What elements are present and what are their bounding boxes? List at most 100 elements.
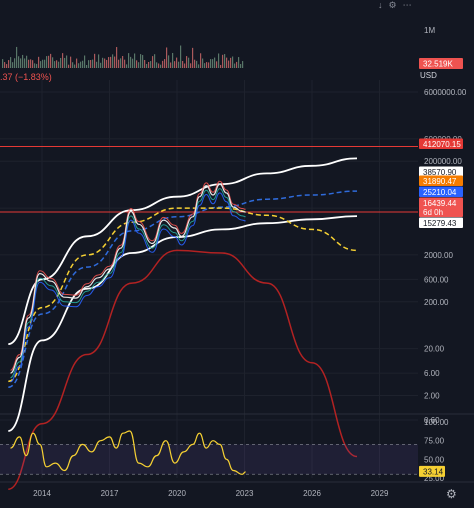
volume-bar: [116, 47, 118, 68]
x-tick-label: 2017: [101, 489, 119, 498]
volume-bar: [178, 61, 180, 68]
price-tag-bg: [419, 206, 463, 217]
lower-channel-curve: [7, 215, 358, 432]
volume-bar: [198, 64, 200, 68]
price-tag-bg: [419, 217, 463, 228]
volume-bar: [92, 59, 94, 68]
volume-bar: [2, 59, 4, 68]
volume-bar: [144, 59, 146, 68]
volume-bar: [180, 45, 182, 68]
rsi-last-label: 33.14: [423, 467, 444, 476]
ma-ribbon-green: [10, 188, 246, 379]
volume-bar: [54, 61, 56, 68]
gear-icon[interactable]: ⚙: [388, 0, 403, 10]
volume-bar: [112, 54, 114, 68]
price-tag-bg: [419, 197, 463, 208]
volume-bar: [6, 64, 8, 68]
price-tag-label: 15279.43: [423, 219, 457, 228]
volume-bar: [140, 54, 142, 68]
volume-bar: [24, 58, 26, 68]
volume-bar: [200, 53, 202, 68]
volume-bar: [70, 56, 72, 68]
volume-bar: [96, 61, 98, 68]
volume-bar: [62, 53, 64, 68]
volume-bar: [216, 61, 218, 68]
volume-bar: [12, 62, 14, 68]
volume-bar: [38, 56, 40, 68]
rsi-last-bg: [419, 465, 445, 477]
volume-bar: [50, 53, 52, 68]
volume-bar: [242, 61, 244, 68]
volume-bar: [156, 62, 158, 68]
volume-bar: [226, 57, 228, 68]
x-tick-label: 2020: [168, 489, 186, 498]
price-tag-bg: [419, 186, 463, 197]
volume-bar: [100, 62, 102, 68]
price-change-text: .37 (−1.83%): [0, 72, 52, 82]
volume-bar: [160, 64, 162, 68]
volume-bar: [104, 58, 106, 68]
price-tag-bg: [419, 138, 463, 149]
volume-bar: [28, 59, 30, 68]
volume-bar: [132, 58, 134, 68]
volume-bar: [22, 54, 24, 68]
volume-bar: [108, 57, 110, 68]
currency-label[interactable]: USD: [420, 71, 437, 80]
price-tag-label: 25210.04: [423, 188, 457, 197]
volume-bar: [212, 59, 214, 68]
rsi-tick-label: 75.00: [424, 437, 445, 446]
volume-bar: [232, 56, 234, 68]
volume-bar: [142, 55, 144, 68]
download-icon[interactable]: ↓: [378, 0, 389, 10]
volume-bar: [214, 57, 216, 68]
y-tick-label: 600.00: [424, 275, 449, 284]
volume-scale-label: 1M: [424, 26, 435, 35]
volume-bar: [66, 55, 68, 68]
rsi-tick-label: 25.00: [424, 474, 445, 483]
volume-bar: [26, 55, 28, 68]
volume-bar: [64, 57, 66, 68]
volume-bar: [74, 64, 76, 68]
price-tag-label: 31890.47: [423, 177, 457, 186]
y-tick-label: 6000000.00: [424, 88, 467, 97]
volume-bar: [166, 47, 168, 68]
volume-bar: [40, 61, 42, 68]
settings-gear-icon[interactable]: ⚙: [446, 487, 457, 501]
volume-bar: [124, 59, 126, 68]
volume-bar: [88, 60, 90, 68]
volume-bar: [158, 63, 160, 68]
volume-bar: [72, 62, 74, 68]
y-tick-label: 200000.00: [424, 157, 462, 166]
volume-bar: [192, 47, 194, 68]
volume-bar: [114, 56, 116, 68]
volume-bar: [94, 53, 96, 68]
volume-bar: [48, 55, 50, 68]
price-tag-label: 38570.90: [423, 168, 457, 177]
red-arc-curve: [8, 249, 358, 490]
volume-bar: [136, 60, 138, 68]
chart-toolbar[interactable]: ↓⚙⋯: [378, 0, 418, 11]
volume-bar: [206, 62, 208, 68]
volume-bar: [84, 55, 86, 68]
volume-bar: [230, 57, 232, 68]
volume-bar: [110, 56, 112, 68]
volume-bar: [190, 63, 192, 68]
volume-bar: [210, 59, 212, 68]
volume-bar: [16, 46, 18, 68]
ma-ribbon-red: [10, 180, 246, 371]
volume-bar: [184, 63, 186, 68]
volume-bar: [128, 53, 130, 68]
volume-bar: [152, 56, 154, 68]
volume-bar: [20, 58, 22, 68]
volume-bar: [188, 57, 190, 68]
volume-bar: [170, 62, 172, 68]
yellow-trend-curve: [8, 207, 358, 383]
volume-bar: [204, 63, 206, 68]
volume-bar: [182, 60, 184, 68]
dots-icon[interactable]: ⋯: [402, 0, 418, 10]
volume-bar: [122, 55, 124, 68]
volume-bar: [196, 60, 198, 68]
volume-bar: [86, 64, 88, 68]
